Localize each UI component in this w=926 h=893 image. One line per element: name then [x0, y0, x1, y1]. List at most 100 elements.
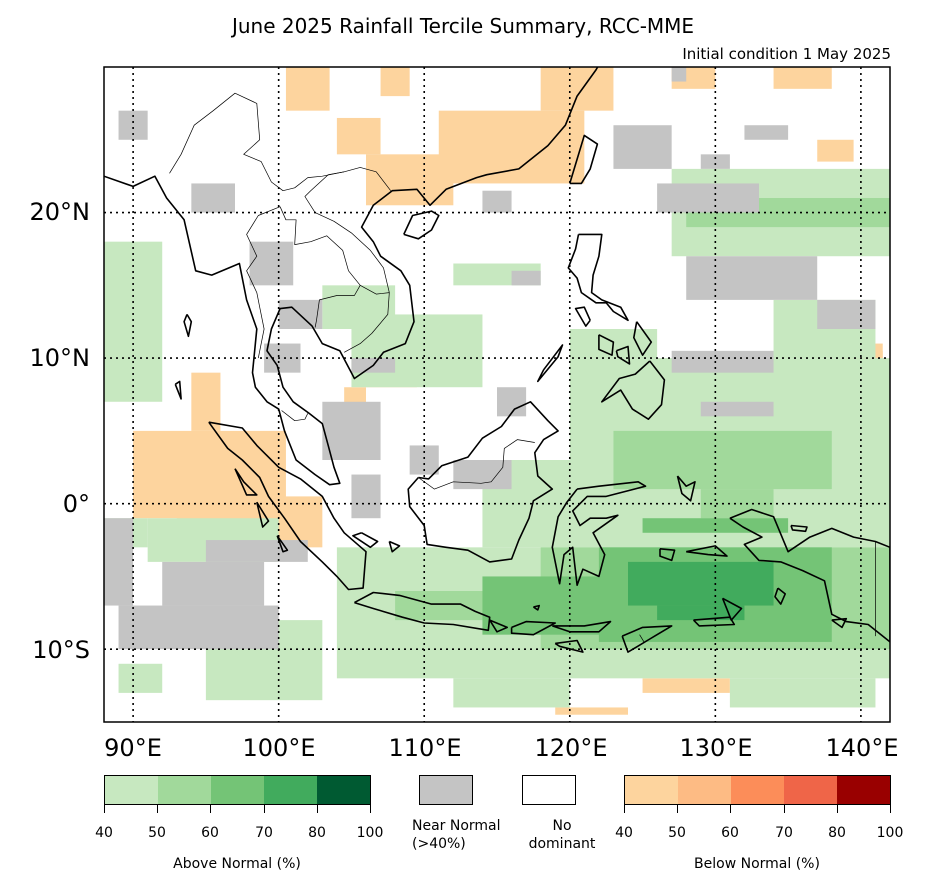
coastline — [407, 400, 559, 563]
tercile-cell — [686, 256, 818, 300]
below-tick — [837, 805, 838, 813]
no-dominant-swatch — [522, 775, 576, 805]
coastline — [600, 360, 666, 421]
coastline — [234, 468, 258, 496]
tercile-cell — [671, 350, 774, 373]
coastline — [256, 501, 270, 528]
coastline — [183, 313, 193, 338]
tercile-cell — [249, 241, 294, 286]
below-seg-80 — [837, 776, 890, 804]
below-tick — [730, 805, 731, 813]
tercile-cell — [380, 67, 410, 97]
lon-label-140e: 140°E — [825, 734, 899, 762]
lon-label-90e: 90°E — [104, 734, 162, 762]
coastline — [659, 548, 676, 562]
above-seg-80 — [317, 776, 370, 804]
coastline — [276, 535, 289, 553]
lon-label-130e: 130°E — [679, 734, 753, 762]
tercile-cell — [205, 540, 308, 562]
coastline — [676, 475, 696, 502]
no-dominant-label: No dominant — [512, 817, 612, 853]
near-normal-label-line2: (>40%) — [412, 836, 466, 852]
above-seg-60 — [211, 776, 264, 804]
coastline — [712, 29, 735, 48]
tercile-cell — [497, 387, 527, 417]
country-border — [246, 206, 281, 359]
tercile-cell — [555, 707, 628, 715]
country-border — [344, 284, 390, 353]
coastline — [569, 134, 599, 185]
above-seg-70 — [264, 776, 317, 804]
below-normal-colorbar — [624, 775, 891, 805]
tercile-cell — [729, 678, 876, 708]
tercile-cell — [285, 67, 330, 111]
tercile-cell — [482, 190, 512, 213]
below-tick-label: 70 — [775, 825, 793, 841]
chart-subtitle: Initial condition 1 May 2025 — [682, 45, 891, 63]
coastline — [388, 540, 401, 553]
coastline — [790, 524, 808, 533]
tercile-cell — [351, 474, 381, 519]
below-tick — [624, 805, 625, 813]
coastline — [174, 380, 182, 400]
coastline — [510, 620, 557, 636]
coastline — [632, 321, 653, 357]
lat-label-10s: 10°S — [32, 636, 90, 664]
below-tick-label: 50 — [668, 825, 686, 841]
lon-label-100e: 100°E — [242, 734, 316, 762]
lon-label-120e: 120°E — [534, 734, 608, 762]
coastline — [721, 597, 743, 621]
below-seg-70 — [784, 776, 837, 804]
country-border — [169, 92, 391, 192]
near-normal-label: Near Normal (>40%) — [412, 817, 530, 853]
tercile-cell — [104, 241, 163, 402]
near-normal-label-line1: Near Normal — [412, 818, 501, 834]
no-dominant-label-line2: dominant — [528, 836, 596, 852]
below-tick — [784, 805, 785, 813]
below-tick-label: 80 — [828, 825, 846, 841]
tercile-cell — [191, 183, 235, 213]
tercile-cell — [453, 460, 512, 490]
coastline — [729, 508, 890, 643]
tercile-cell — [817, 139, 854, 162]
coastline — [598, 334, 615, 357]
coastline — [831, 617, 848, 629]
coastline — [489, 619, 509, 633]
lat-label-eq: 0° — [62, 490, 90, 518]
below-seg-50 — [678, 776, 731, 804]
tercile-cell — [118, 663, 163, 693]
coastline — [208, 421, 367, 591]
coastline — [352, 532, 379, 549]
coastline — [551, 480, 647, 587]
tercile-cell — [191, 372, 221, 431]
country-border — [418, 439, 535, 490]
tercile-cell — [613, 125, 672, 169]
above-tick — [264, 805, 265, 813]
coastline — [567, 233, 629, 322]
tercile-cell — [700, 401, 774, 417]
coastline — [104, 67, 599, 486]
coastline — [532, 604, 541, 611]
tercile-cell — [511, 270, 541, 286]
tercile-cell — [744, 125, 789, 140]
map-panel — [103, 29, 891, 723]
above-normal-label: Above Normal (%) — [173, 856, 301, 872]
lat-label-20n: 20°N — [29, 198, 91, 226]
tercile-cell — [438, 110, 585, 184]
tercile-cell — [773, 67, 832, 89]
coastline — [403, 210, 440, 240]
tercile-cell — [657, 605, 745, 621]
lat-label-10n: 10°N — [29, 344, 91, 372]
tercile-cell — [613, 430, 832, 490]
tercile-cell — [104, 518, 134, 606]
no-dominant-label-line1: No — [552, 818, 572, 834]
above-tick — [157, 805, 158, 813]
above-tick-label: 60 — [201, 825, 219, 841]
below-tick-label: 40 — [615, 825, 633, 841]
above-tick — [210, 805, 211, 813]
above-tick-label: 50 — [148, 825, 166, 841]
tercile-cell — [118, 605, 279, 650]
tercile-cell — [162, 561, 265, 606]
tercile-cell — [817, 299, 876, 329]
tercile-cell — [628, 561, 774, 606]
